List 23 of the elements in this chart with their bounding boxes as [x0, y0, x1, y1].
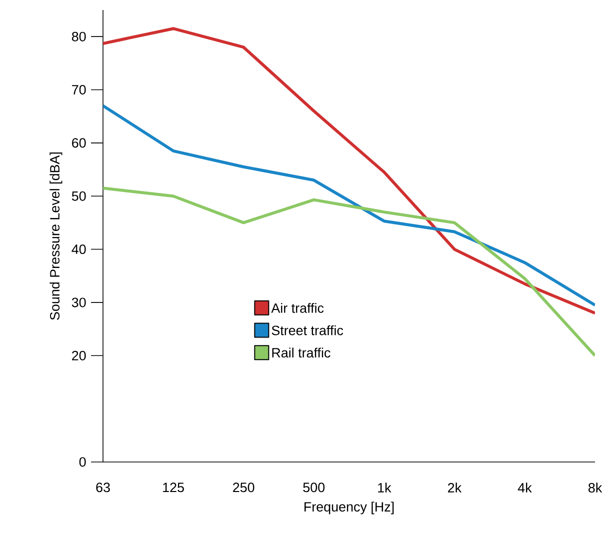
legend-label: Rail traffic — [272, 348, 330, 358]
line-series — [103, 186, 596, 358]
y-tick-label: 60 — [72, 138, 86, 148]
x-tick-label: 4k — [518, 482, 532, 492]
y-tick-label: 50 — [72, 191, 86, 201]
x-tick-label: 250 — [233, 482, 254, 492]
y-tick-label: 20 — [72, 350, 86, 360]
legend-label: Air traffic — [271, 302, 324, 313]
y-tick-label: 0 — [79, 457, 86, 467]
x-tick-label: 125 — [163, 482, 184, 492]
x-tick-label: 63 — [96, 482, 110, 492]
x-tick-label: 500 — [303, 482, 325, 492]
y-tick-label: 30 — [72, 298, 86, 308]
y-tick-label: 40 — [72, 244, 86, 254]
legend-label: Street traffic — [272, 325, 344, 336]
x-axis-title: Frequency [Hz] — [304, 502, 394, 514]
y-tick-label: 70 — [72, 84, 86, 95]
line-series — [103, 27, 596, 315]
x-tick-label: 8k — [588, 482, 602, 493]
x-tick-label: 1k — [378, 482, 392, 492]
y-axis-title: Sound Pressure Level [dBA] — [50, 152, 62, 320]
x-tick-label: 2k — [448, 482, 462, 492]
y-tick-label: 80 — [72, 32, 86, 42]
